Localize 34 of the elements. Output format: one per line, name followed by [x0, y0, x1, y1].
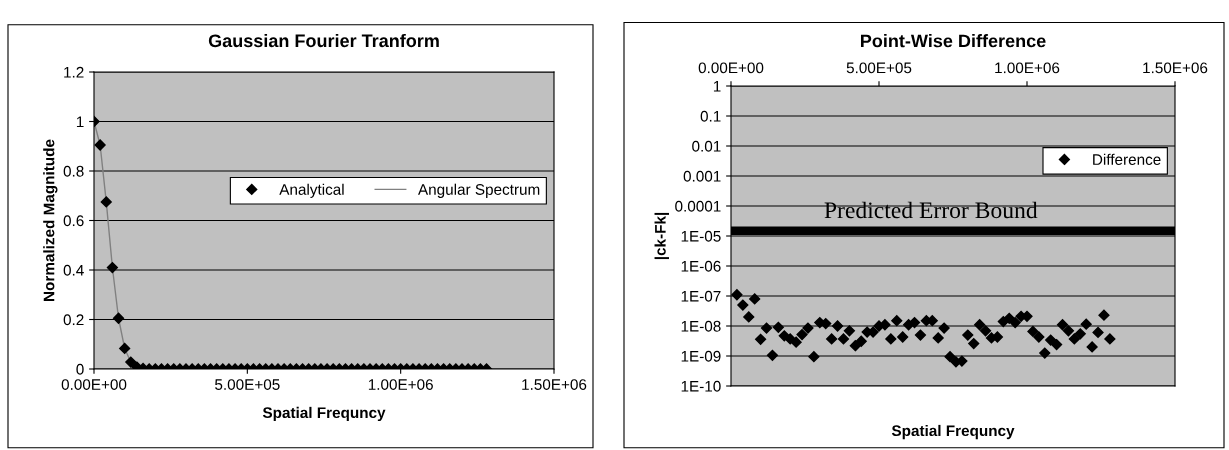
x-tick-label: 5.00E+05	[846, 62, 912, 74]
y-tick-label: 1E-05	[681, 230, 721, 242]
y-tick-label: 1	[713, 81, 721, 92]
y-tick-label: 0.8	[63, 165, 84, 177]
y-tick-label: 0.001	[683, 170, 721, 182]
x-tick-label: 1.00E+06	[368, 379, 433, 390]
x-tick-label: 0.00E+00	[698, 62, 764, 74]
x-tick-label: 1.00E+06	[995, 62, 1060, 74]
x-tick-label: 1.50E+06	[522, 379, 587, 390]
y-tick-label: 1.2	[64, 66, 84, 78]
ref-line-label: Predicted Error Bound	[824, 201, 1038, 219]
y-tick-label: 0.1	[700, 110, 721, 122]
chart-title: Point-Wise Difference	[860, 34, 1046, 48]
legend-label: Difference	[1093, 153, 1161, 165]
chart-title: Gaussian Fourier Tranform	[208, 33, 439, 48]
y-axis-title: Normalized Magnitude	[43, 139, 58, 301]
y-tick-label: 1E-09	[681, 350, 721, 362]
x-axis-title: Spatial Frequncy	[262, 406, 386, 422]
x-tick-label: 0.00E+00	[61, 379, 127, 390]
y-tick-label: 1E-10	[681, 380, 721, 392]
y-tick-label: 0.0001	[675, 200, 721, 212]
y-tick-label: 1E-08	[681, 320, 721, 332]
y-tick-label: 0.6	[63, 215, 84, 227]
x-axis-title: Spatial Frequncy	[891, 424, 1015, 440]
x-tick-label: 5.00E+05	[215, 379, 280, 390]
y-axis-title: |ck-Fk|	[654, 212, 669, 260]
y-tick-label: 0.4	[63, 264, 84, 276]
y-tick-label: 0	[76, 363, 84, 375]
y-tick-label: 0.2	[63, 314, 84, 326]
y-tick-label: 1E-06	[681, 260, 721, 272]
x-tick-label: 1.50E+06	[1143, 62, 1208, 74]
y-tick-label: 1E-07	[681, 290, 721, 302]
y-tick-label: 1	[76, 116, 84, 128]
y-tick-label: 0.01	[692, 140, 721, 152]
